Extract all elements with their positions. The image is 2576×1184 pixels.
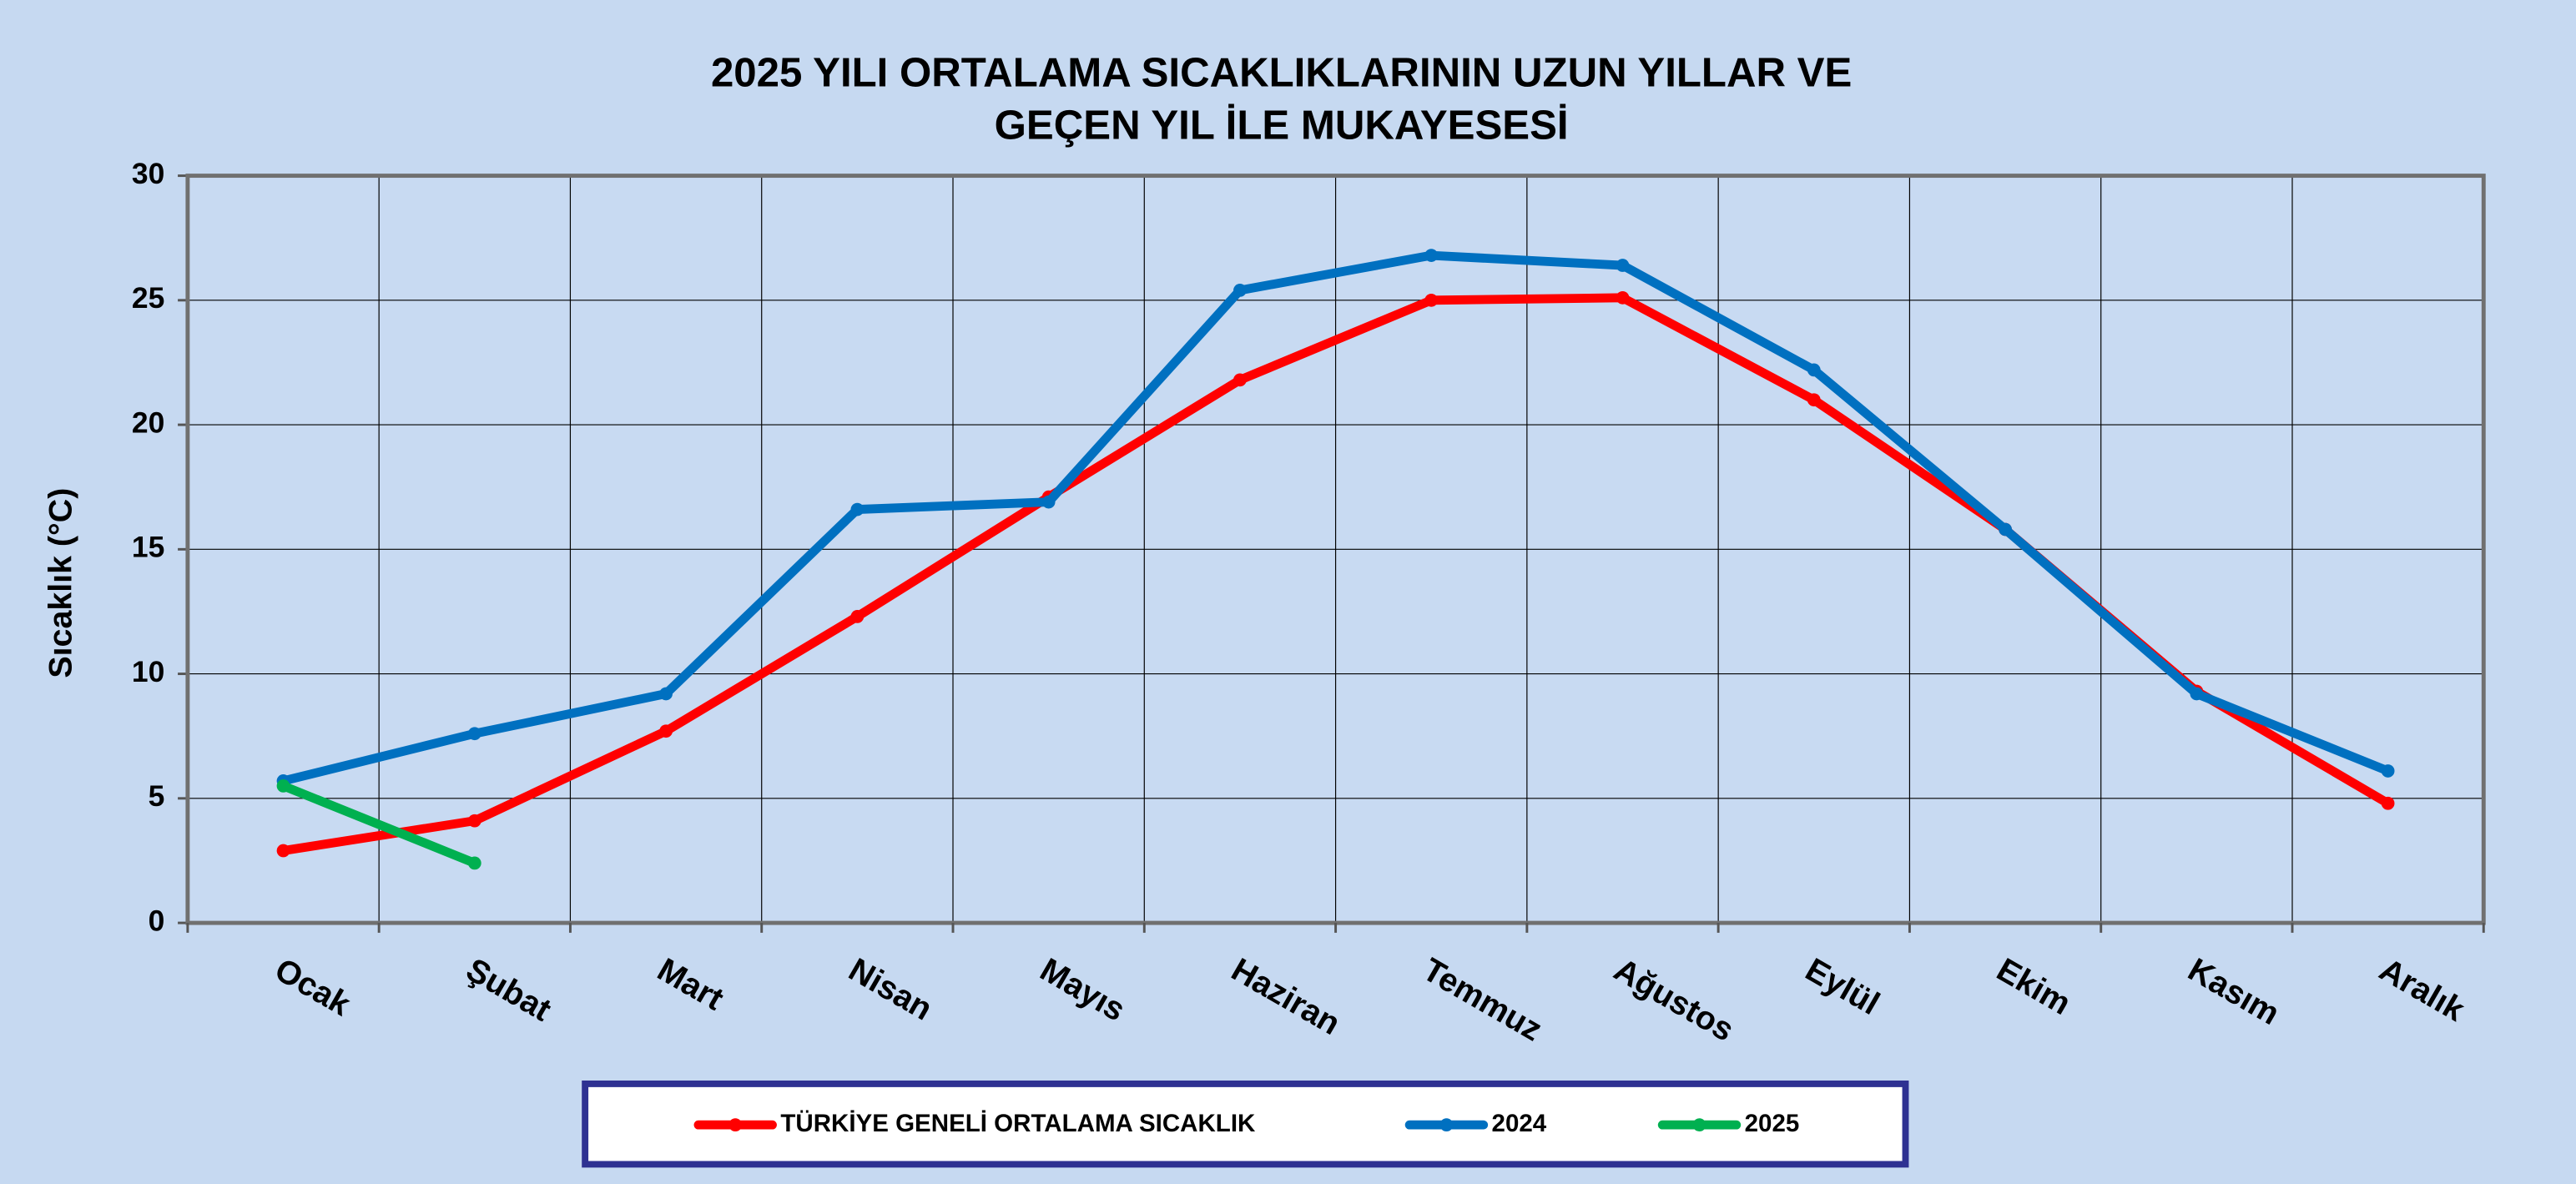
data-point	[467, 727, 481, 741]
y-tick-label: 15	[132, 531, 164, 564]
data-point	[1233, 373, 1247, 387]
series-line	[279, 250, 2393, 786]
data-point	[659, 724, 673, 738]
data-point	[2190, 687, 2204, 701]
y-tick-label: 0	[149, 904, 165, 937]
y-tick-label: 25	[132, 281, 164, 315]
y-tick-label: 30	[132, 157, 164, 190]
legend-marker	[728, 1118, 743, 1132]
legend-marker	[1692, 1118, 1706, 1132]
data-point	[1807, 393, 1821, 407]
data-point	[850, 610, 865, 623]
data-point	[659, 687, 673, 701]
legend-label: 2025	[1745, 1110, 1800, 1137]
y-tick-label: 20	[132, 406, 164, 439]
data-point	[276, 779, 290, 793]
data-point	[467, 814, 481, 828]
data-point	[1807, 363, 1821, 377]
data-point	[1424, 293, 1439, 307]
data-point	[1616, 290, 1630, 305]
legend-label: TÜRKİYE GENELİ ORTALAMA SICAKLIK	[780, 1110, 1256, 1137]
data-point	[467, 856, 481, 870]
data-point	[1041, 495, 1056, 509]
chart-title: GEÇEN YIL İLE MUKAYESESİ	[995, 103, 1569, 149]
chart-title: 2025 YILI ORTALAMA SICAKLIKLARININ UZUN …	[711, 50, 1852, 96]
data-point	[1233, 284, 1247, 297]
y-tick-label: 5	[149, 779, 165, 813]
legend-label: 2024	[1492, 1110, 1547, 1137]
data-point	[850, 502, 865, 516]
y-tick-label: 10	[132, 655, 164, 688]
data-point	[2381, 764, 2395, 778]
series-line	[279, 781, 480, 868]
data-point	[1616, 259, 1630, 272]
legend-marker	[1439, 1118, 1454, 1132]
data-point	[1999, 522, 2012, 537]
data-point	[2381, 796, 2395, 810]
data-point	[276, 844, 290, 858]
data-point	[1424, 249, 1439, 262]
y-axis-label: Sıcaklık (°C)	[43, 488, 79, 678]
